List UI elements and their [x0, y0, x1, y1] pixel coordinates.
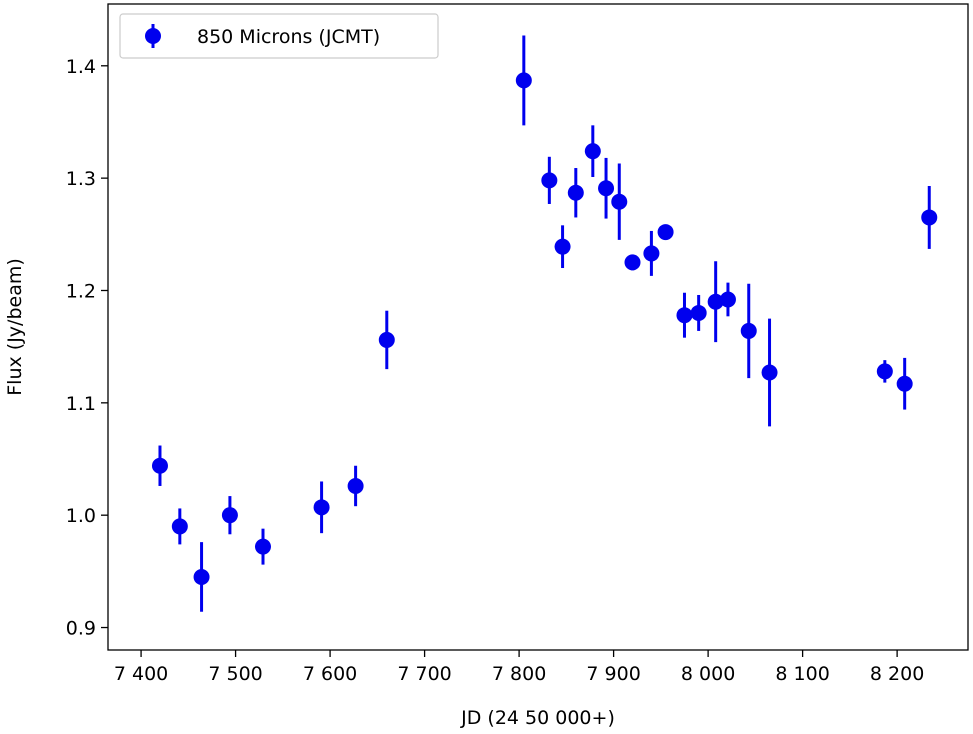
data-point: [676, 307, 693, 324]
x-tick-label: 8 000: [681, 663, 735, 685]
data-point: [541, 172, 558, 189]
data-point: [598, 180, 615, 197]
data-point: [171, 518, 188, 535]
y-axis-label: Flux (Jy/beam): [4, 258, 26, 396]
data-point: [151, 457, 168, 474]
legend-marker-circle: [145, 28, 161, 44]
plot-area-frame: [107, 3, 969, 651]
x-tick-label: 7 800: [492, 663, 546, 685]
x-axis-label: JD (24 50 000+): [460, 707, 615, 729]
x-tick-label: 7 600: [303, 663, 357, 685]
y-tick-label: 1.2: [66, 280, 96, 302]
data-point: [876, 363, 893, 380]
data-point: [624, 254, 641, 271]
legend-entry-label: 850 Microns (JCMT): [197, 26, 380, 48]
data-point: [554, 238, 571, 255]
data-point: [347, 477, 364, 494]
data-point: [221, 507, 238, 524]
y-tick-label: 0.9: [66, 618, 96, 640]
legend: 850 Microns (JCMT): [119, 13, 439, 59]
x-tick-label: 8 200: [870, 663, 924, 685]
y-tick-label: 1.0: [66, 505, 96, 527]
x-tick-label: 7 900: [586, 663, 640, 685]
x-axis: 7 400 7 500 7 600 7 700 7 800 7 900 8 000 8 100…: [114, 650, 924, 685]
data-point: [719, 291, 736, 308]
data-point: [761, 364, 778, 381]
legend-box: [119, 13, 439, 59]
data-point: [254, 538, 271, 555]
data-point: [740, 322, 757, 339]
data-point: [313, 499, 330, 516]
data-point: [690, 304, 707, 321]
data-point: [567, 184, 584, 201]
y-tick-label: 1.1: [66, 393, 96, 415]
data-point: [707, 293, 724, 310]
data-point: [643, 245, 660, 262]
data-point: [193, 568, 210, 585]
y-tick-label: 1.4: [66, 56, 96, 78]
x-tick-label: 7 400: [114, 663, 168, 685]
x-tick-label: 8 100: [775, 663, 829, 685]
x-tick-label: 7 500: [208, 663, 262, 685]
data-series: [151, 35, 938, 612]
y-axis: 0.9 1.0 1.1 1.2 1.3 1.4: [66, 56, 108, 640]
y-tick-label: 1.3: [66, 168, 96, 190]
data-point: [921, 209, 938, 226]
data-point: [896, 375, 913, 392]
x-tick-label: 7 700: [397, 663, 451, 685]
data-point: [515, 72, 532, 89]
data-point: [611, 193, 628, 210]
data-point: [584, 143, 601, 160]
data-point: [378, 331, 395, 348]
data-point: [657, 224, 674, 241]
